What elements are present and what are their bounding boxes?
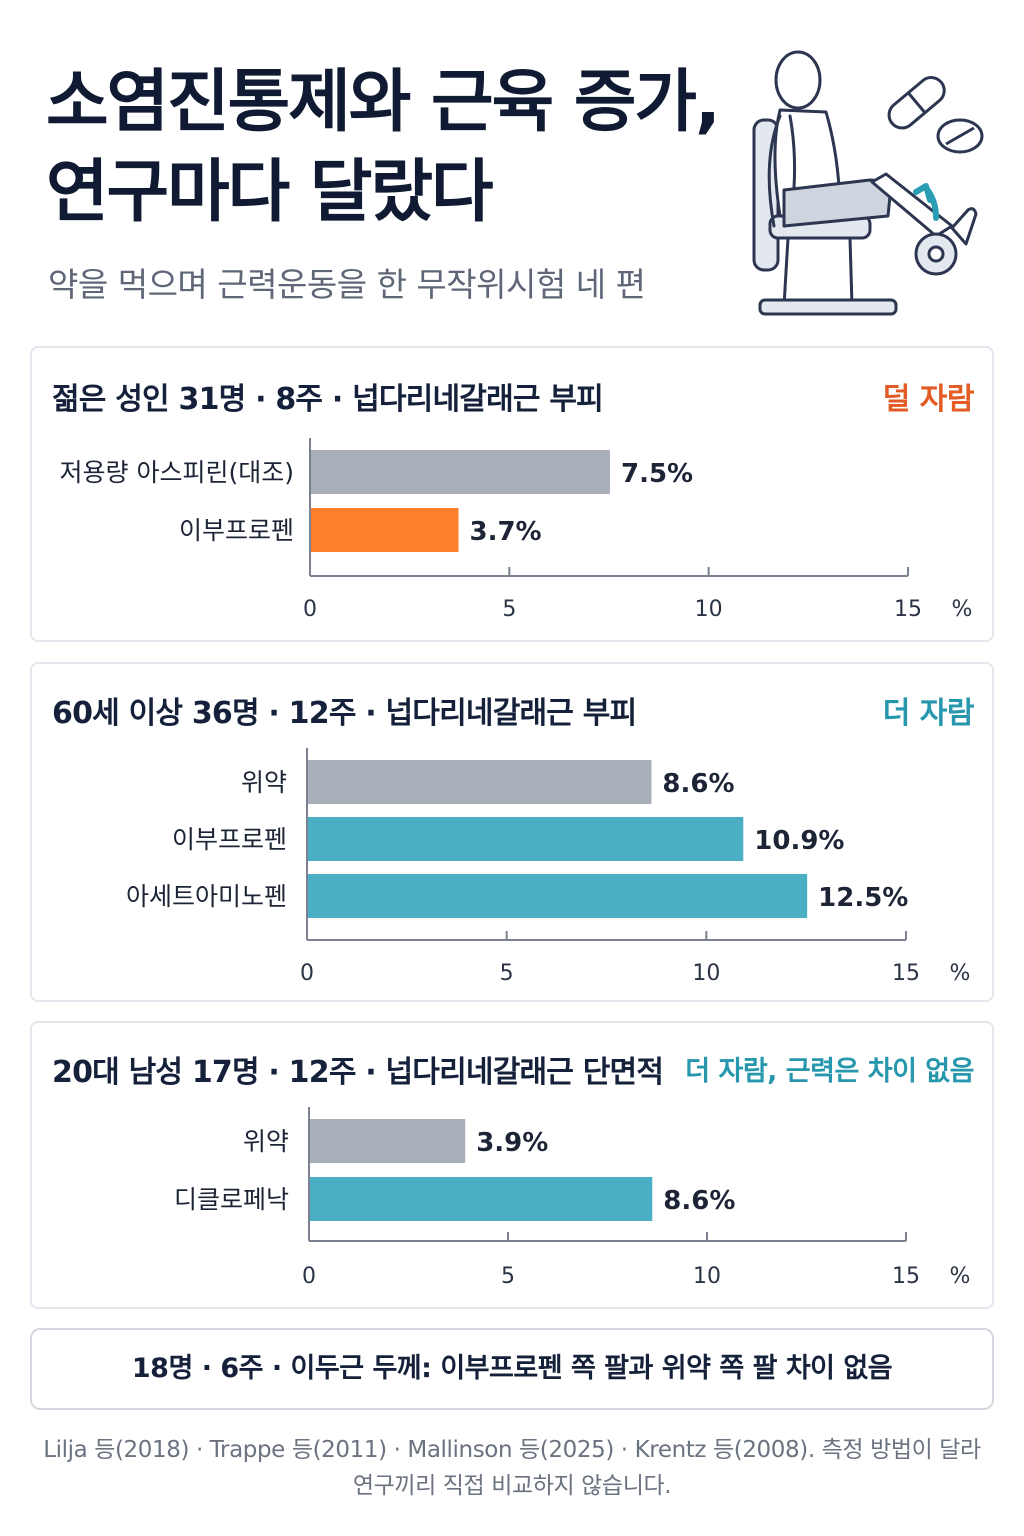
study-panel-2: 60세 이상 36명 · 12주 · 넙다리네갈래근 부피 더 자람 0 5 10 1… (30, 662, 994, 1002)
bar (308, 874, 808, 918)
x-tick-label: 0 (300, 961, 314, 986)
value-label: 8.6% (662, 769, 734, 799)
x-tick-label: 10 (692, 961, 720, 986)
pill-capsule-icon (887, 76, 946, 130)
source-line-1: Lilja 등(2018) · Trappe 등(2011) · Mallins… (43, 1437, 981, 1463)
panel-title: 20대 남성 17명 · 12주 · 넙다리네갈래근 단면적 (52, 1055, 664, 1090)
x-unit-label: % (950, 1264, 971, 1289)
leg-extension-machine-icon (752, 50, 978, 316)
bar-chart-1: 0 5 10 15 % 저용량 아스피린(대조) 7.5% 이부프로펜 3.7% (60, 438, 973, 622)
source-line-2: 연구끼리 직접 비교하지 않습니다. (352, 1473, 672, 1499)
x-unit-label: % (952, 597, 973, 622)
bar (311, 450, 610, 494)
up-arrow-icon (913, 183, 939, 221)
bar (311, 508, 459, 552)
x-tick-label: 15 (894, 597, 922, 622)
category-label: 저용량 아스피린(대조) (60, 458, 294, 487)
panel-result-tag: 덜 자람 (882, 382, 975, 417)
value-label: 8.6% (663, 1186, 735, 1216)
panel-result-tag: 더 자람, 근력은 차이 없음 (685, 1056, 974, 1087)
x-tick-label: 15 (892, 1264, 920, 1289)
value-label: 12.5% (818, 883, 908, 913)
title-line-2: 연구마다 달랐다 (46, 153, 494, 232)
value-label: 3.9% (476, 1128, 548, 1158)
category-label: 아세트아미노펜 (126, 882, 287, 911)
study-panel-3: 20대 남성 17명 · 12주 · 넙다리네갈래근 단면적 더 자람, 근력은… (30, 1021, 994, 1309)
page-subtitle: 약을 먹으며 근력운동을 한 무작위시험 네 편 (48, 265, 646, 304)
category-label: 이부프로펜 (179, 516, 294, 545)
panel-result-tag: 더 자람 (882, 696, 975, 731)
x-tick-label: 5 (501, 1264, 515, 1289)
study-panel-1: 젊은 성인 31명 · 8주 · 넙다리네갈래근 부피 덜 자람 0 5 10 15%… (30, 346, 994, 642)
bar (308, 817, 744, 861)
bar (310, 1177, 653, 1221)
x-tick-label: 10 (695, 597, 723, 622)
illustration (752, 50, 984, 316)
fourth-study-note: 18명 · 6주 · 이두근 두께: 이부프로펜 쪽 팔과 위약 쪽 팔 차이 … (30, 1328, 994, 1410)
x-tick-label: 5 (500, 961, 514, 986)
category-label: 위약 (243, 1127, 289, 1156)
x-unit-label: % (950, 961, 971, 986)
bar-chart-2: 0 5 10 15 % 위약 8.6% 이부프로펜 10.9% 아세트아미노펜 12.5% (126, 748, 971, 986)
source-citation: Lilja 등(2018) · Trappe 등(2011) · Mallins… (30, 1432, 994, 1504)
value-label: 3.7% (470, 517, 542, 547)
title-line-1: 소염진통제와 근육 증가, (46, 63, 721, 142)
x-tick-label: 0 (302, 1264, 316, 1289)
x-tick-label: 10 (693, 1264, 721, 1289)
x-tick-label: 5 (502, 597, 516, 622)
page-title: 소염진통제와 근육 증가, 연구마다 달랐다 (46, 58, 766, 238)
value-label: 10.9% (754, 826, 844, 856)
bar (310, 1119, 466, 1163)
category-label: 이부프로펜 (172, 825, 287, 854)
x-tick-label: 0 (303, 597, 317, 622)
panel-title: 60세 이상 36명 · 12주 · 넙다리네갈래근 부피 (52, 696, 637, 731)
panel-title: 젊은 성인 31명 · 8주 · 넙다리네갈래근 부피 (52, 382, 604, 417)
value-label: 7.5% (621, 459, 693, 489)
category-label: 위약 (241, 768, 287, 797)
bar (308, 760, 652, 804)
pill-tablet-icon (936, 118, 984, 154)
x-tick-label: 15 (892, 961, 920, 986)
bar-chart-3: 0 5 10 15 % 위약 3.9% 디클로페낙 8.6% (174, 1107, 971, 1289)
category-label: 디클로페낙 (174, 1185, 289, 1214)
